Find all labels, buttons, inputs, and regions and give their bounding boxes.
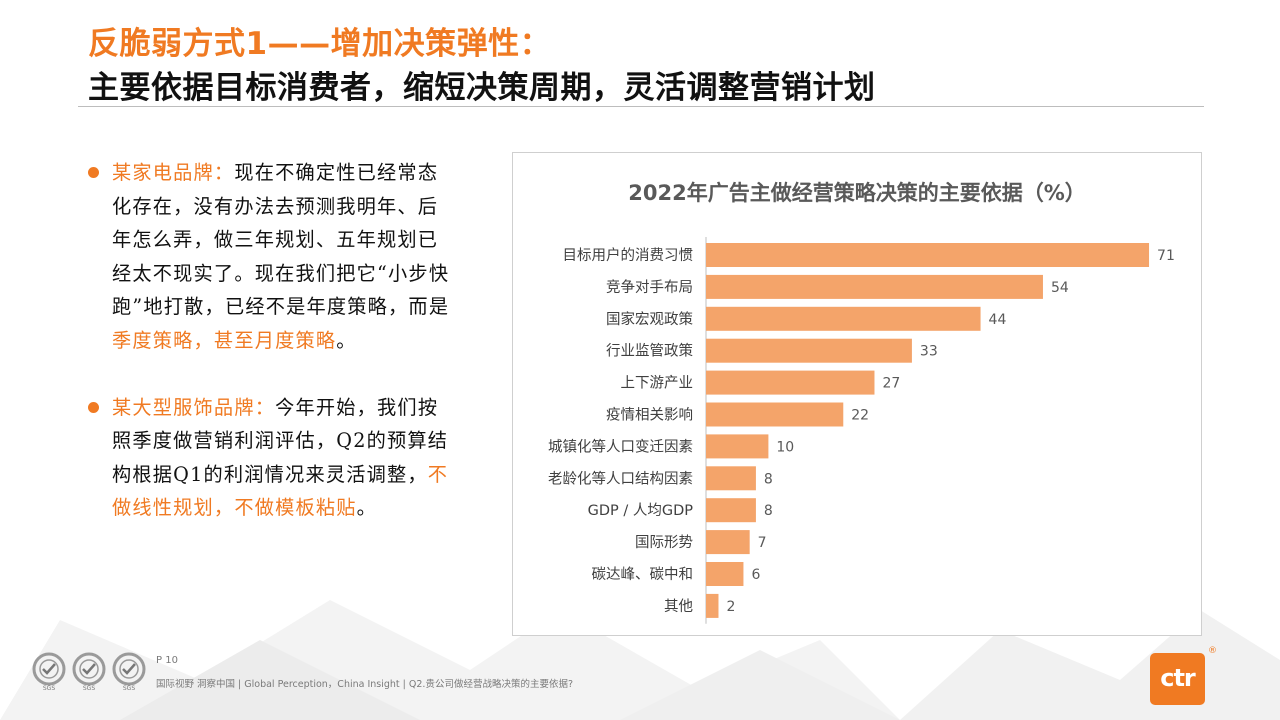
bar-2 <box>706 306 981 331</box>
data-label: 8 <box>764 471 773 487</box>
category-label: 目标用户的消费习惯 <box>563 247 694 264</box>
svg-text:SGS: SGS <box>43 685 55 692</box>
chart-title: 2022年广告主做经营策略决策的主要依据（%） <box>628 181 1086 205</box>
category-label: 竞争对手布局 <box>606 278 693 296</box>
category-label: 国家宏观政策 <box>606 311 693 328</box>
ctr-logo: ctr <box>1150 653 1205 705</box>
bar-3 <box>706 338 912 363</box>
data-label: 7 <box>758 535 767 551</box>
data-label: 6 <box>751 567 760 583</box>
data-label: 71 <box>1157 248 1175 264</box>
bar-chart: 目标用户的消费习惯 71 竞争对手布局 54 国家宏观政策 44 行业监管政策 33 上下游产业… <box>548 237 1175 624</box>
category-label: 疫情相关影响 <box>606 407 693 424</box>
data-label: 54 <box>1051 280 1069 296</box>
data-label: 44 <box>989 312 1007 328</box>
bar-10 <box>706 562 744 586</box>
bar-8 <box>706 498 756 523</box>
sgs-seal-icon: SGS <box>32 652 66 692</box>
footer-text: 国际视野 洞察中国 | Global Perception，China Insi… <box>156 679 573 690</box>
title-divider <box>78 106 1204 107</box>
bar-11 <box>706 593 719 618</box>
sgs-seal-icon: SGS <box>112 652 146 692</box>
quote-text: 今年开始，我们按照季度做营销利润评估，Q2的预算结构根据Q1的利润情况来灵活调整… <box>112 395 449 486</box>
quote-list: 某家电品牌：现在不确定性已经常态化存在，没有办法去预测我明年、后年怎么弄，做三年… <box>88 156 458 525</box>
chart-panel: 2022年广告主做经营策略决策的主要依据（%） 目标用户的消费习惯 71 竞争对手布… <box>512 152 1202 636</box>
category-label: 城镇化等人口变迁因素 <box>548 437 693 455</box>
quote-brand: 某家电品牌： <box>112 161 235 184</box>
category-label: 老龄化等人口结构因素 <box>548 469 693 487</box>
quote-tail: 。 <box>336 328 357 352</box>
category-label: 国际形势 <box>635 534 693 551</box>
category-label: 上下游产业 <box>621 375 694 392</box>
bar-1 <box>706 274 1043 299</box>
bullet-dot-icon <box>88 401 99 413</box>
svg-text:SGS: SGS <box>123 685 135 692</box>
data-label: 2 <box>726 599 735 615</box>
page-title-line2: 主要依据目标消费者，缩短决策周期，灵活调整营销计划 <box>88 70 876 106</box>
sgs-seal-icon: SGS <box>72 652 106 692</box>
bullet-dot-icon <box>88 167 99 178</box>
quote-text: 现在不确定性已经常态化存在，没有办法去预测我明年、后年怎么弄，做三年规划、五年规… <box>112 161 450 319</box>
bar-4 <box>706 370 875 395</box>
data-label: 33 <box>920 344 938 360</box>
category-label: 行业监管政策 <box>606 343 693 360</box>
bar-0 <box>706 243 1150 267</box>
quote-highlight: 季度策略，甚至月度策略 <box>112 328 337 352</box>
quote-item: 某大型服饰品牌：今年开始，我们按照季度做营销利润评估，Q2的预算结构根据Q1的利… <box>88 391 458 525</box>
data-label: 22 <box>851 408 869 424</box>
svg-text:SGS: SGS <box>83 685 95 692</box>
data-label: 10 <box>776 439 794 455</box>
category-label: 其他 <box>664 598 693 615</box>
quote-tail: 。 <box>356 496 378 520</box>
bar-9 <box>706 530 750 555</box>
page-number: P 10 <box>156 655 178 666</box>
quote-item: 某家电品牌：现在不确定性已经常态化存在，没有办法去预测我明年、后年怎么弄，做三年… <box>88 156 458 358</box>
quote-brand: 某大型服饰品牌： <box>112 395 276 419</box>
bar-5 <box>706 402 844 427</box>
registered-mark: ® <box>1208 646 1217 656</box>
category-label: GDP / 人均GDP <box>588 502 694 519</box>
page-title-line1: 反脆弱方式1——增加决策弹性： <box>88 26 552 62</box>
category-label: 碳达峰、碳中和 <box>592 566 694 583</box>
data-label: 8 <box>764 503 773 519</box>
quote-highlight: 不做线性规划，不做模板粘贴 <box>112 462 449 520</box>
data-label: 27 <box>882 376 900 392</box>
bar-6 <box>706 434 769 459</box>
bar-7 <box>706 466 756 491</box>
